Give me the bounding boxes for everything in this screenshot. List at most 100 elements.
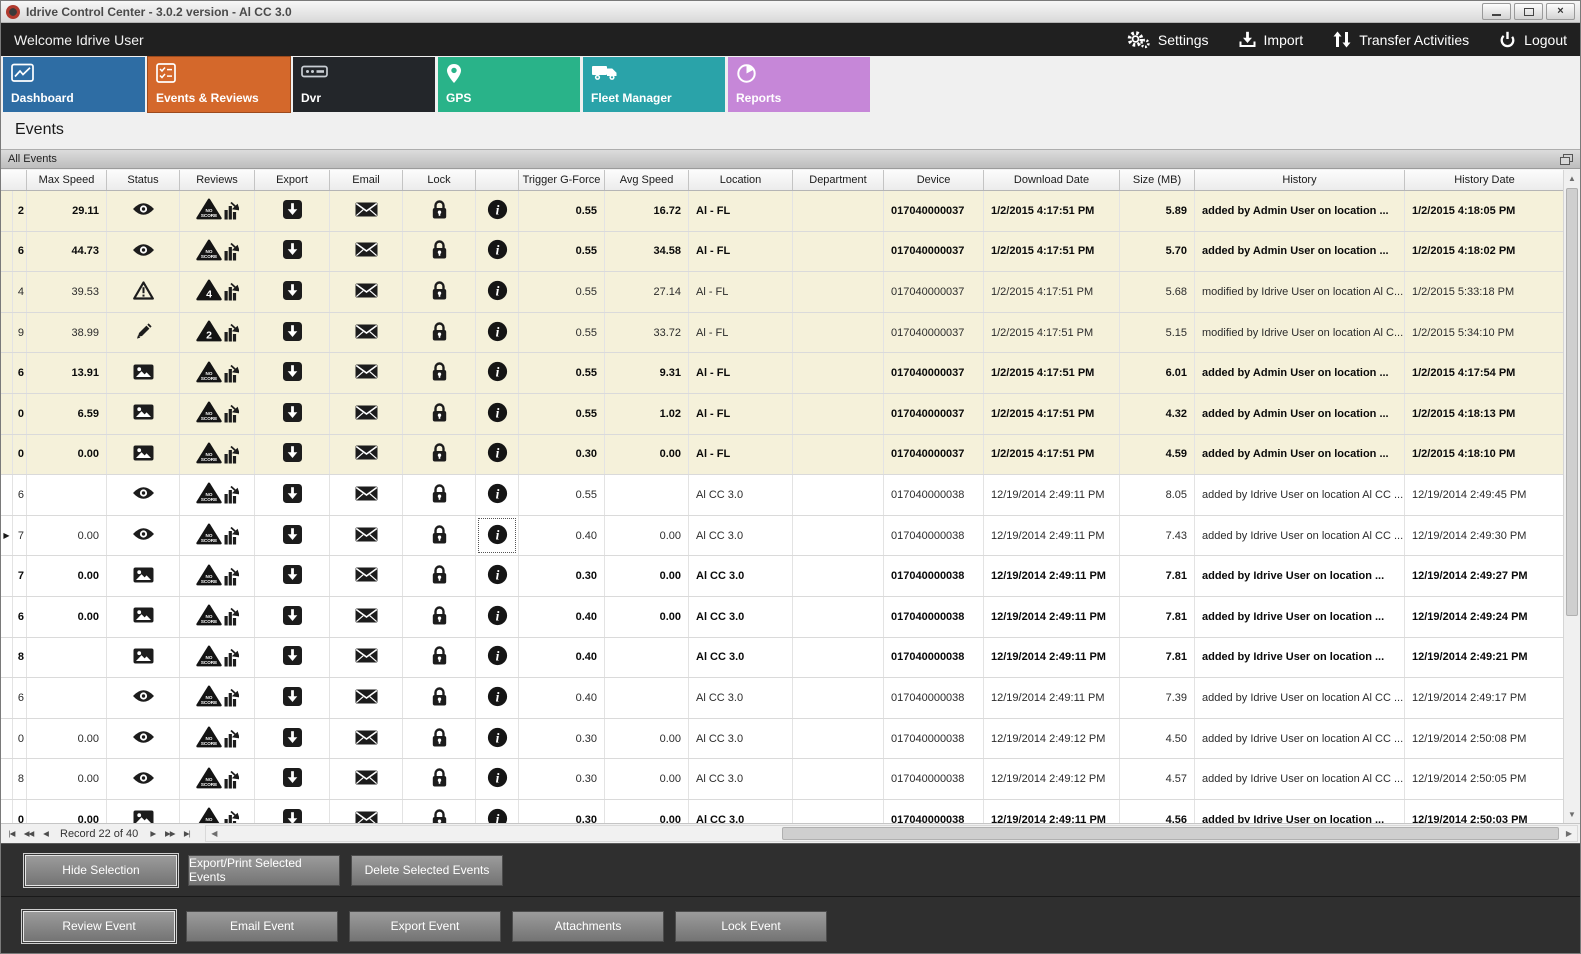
image-icon[interactable] <box>133 648 154 667</box>
lock-icon[interactable] <box>431 239 448 263</box>
score-chart-icon[interactable] <box>224 242 240 264</box>
table-row[interactable]: 0 6.59 NO SCORE i 0.55 1.02 Al - FL 017040000037… <box>1 393 1565 435</box>
cell-history-date[interactable]: 12/19/2014 2:49:27 PM <box>1405 556 1565 596</box>
score-chart-icon[interactable] <box>224 567 240 589</box>
close-button[interactable]: × <box>1546 3 1575 20</box>
cell-email[interactable] <box>330 718 403 759</box>
export-icon[interactable] <box>282 727 303 751</box>
lock-icon[interactable] <box>431 808 448 823</box>
cell-device[interactable]: 017040000037 <box>884 353 984 393</box>
cell-email[interactable] <box>330 596 403 637</box>
cell-department[interactable] <box>793 596 884 637</box>
cell-info[interactable]: i <box>476 312 519 353</box>
tab-fleet-manager[interactable]: Fleet Manager <box>583 57 725 112</box>
cell-department[interactable] <box>793 231 884 272</box>
cell-email[interactable] <box>330 759 403 799</box>
cell-location[interactable]: Al CC 3.0 <box>689 759 793 799</box>
email-icon[interactable] <box>355 486 378 504</box>
table-row[interactable]: 8 NO SCORE i 0.40 Al CC 3.0 017040000038 12/19/… <box>1 637 1565 679</box>
email-icon[interactable] <box>355 364 378 382</box>
vertical-scroll-thumb[interactable] <box>1566 188 1578 616</box>
table-row[interactable]: 9 38.99 2 i 0.55 33.72 Al - FL 017040000037 1/2/… <box>1 312 1565 354</box>
horizontal-scroll-thumb[interactable] <box>781 827 1559 840</box>
info-icon[interactable]: i <box>487 524 508 548</box>
logout-button[interactable]: Logout <box>1499 31 1567 48</box>
cell-trigger-g-force[interactable]: 0.55 <box>519 393 605 434</box>
export-event-button[interactable]: Export Event <box>349 910 501 942</box>
cell-email[interactable] <box>330 637 403 678</box>
cell-device[interactable]: 017040000038 <box>884 515 984 556</box>
cell-download-date[interactable]: 12/19/2014 2:49:11 PM <box>984 515 1120 556</box>
cell-trigger-g-force[interactable]: 0.40 <box>519 515 605 556</box>
cell-department[interactable] <box>793 799 884 823</box>
cell-avg-speed[interactable]: 0.00 <box>605 434 689 475</box>
cell-status[interactable] <box>107 231 180 272</box>
column-header-export[interactable]: Export <box>255 170 330 190</box>
email-icon[interactable] <box>355 324 378 342</box>
scroll-right-icon[interactable]: ▶ <box>1565 829 1573 838</box>
lock-icon[interactable] <box>431 605 448 629</box>
cell-email[interactable] <box>330 434 403 475</box>
lock-icon[interactable] <box>431 686 448 710</box>
cell-lock[interactable] <box>403 191 476 231</box>
cell-history-date[interactable]: 12/19/2014 2:49:45 PM <box>1405 475 1565 515</box>
review-event-button[interactable]: Review Event <box>23 910 175 942</box>
cell-max-speed[interactable]: 0.00 <box>27 759 107 799</box>
cell-lock[interactable] <box>403 799 476 823</box>
cell-info[interactable]: i <box>476 231 519 272</box>
cell-location[interactable]: Al CC 3.0 <box>689 799 793 823</box>
cell-lock[interactable] <box>403 393 476 434</box>
score-chart-icon[interactable] <box>224 201 240 223</box>
column-header-max-speed[interactable]: Max Speed <box>27 170 107 190</box>
export-icon[interactable] <box>282 767 303 791</box>
score-chart-icon[interactable] <box>224 607 240 629</box>
table-row[interactable]: 0 0.00 NO SCORE i 0.30 0.00 Al - FL 017040000037… <box>1 434 1565 476</box>
info-icon[interactable]: i <box>487 442 508 466</box>
export-icon[interactable] <box>282 321 303 345</box>
cell-info[interactable]: i <box>476 637 519 678</box>
cell-email[interactable] <box>330 678 403 718</box>
cell-download-date[interactable]: 12/19/2014 2:49:11 PM <box>984 678 1120 718</box>
cell-max-speed[interactable] <box>27 678 107 718</box>
cell-download-date[interactable]: 12/19/2014 2:49:11 PM <box>984 596 1120 637</box>
table-row[interactable]: 6 0.00 NO SCORE i 0.40 0.00 Al CC 3.0 0170400000… <box>1 596 1565 638</box>
transfer-activities-button[interactable]: Transfer Activities <box>1333 31 1469 48</box>
cell-email[interactable] <box>330 515 403 556</box>
cell-trigger-g-force[interactable]: 0.30 <box>519 799 605 823</box>
cell-size-mb[interactable]: 4.57 <box>1120 759 1195 799</box>
cell-max-speed[interactable]: 6.59 <box>27 393 107 434</box>
cell-lock[interactable] <box>403 231 476 272</box>
export-icon[interactable] <box>282 402 303 426</box>
review-score-icon[interactable]: 2 <box>195 320 222 345</box>
image-icon[interactable] <box>133 607 154 626</box>
cell-history-date[interactable]: 1/2/2015 5:34:10 PM <box>1405 312 1565 353</box>
image-icon[interactable] <box>133 445 154 464</box>
cell-info[interactable]: i <box>476 272 519 312</box>
cell-max-speed[interactable]: 39.53 <box>27 272 107 312</box>
cell-trigger-g-force[interactable]: 0.30 <box>519 718 605 759</box>
email-icon[interactable] <box>355 648 378 666</box>
cell-lock[interactable] <box>403 718 476 759</box>
hide-selection-button[interactable]: Hide Selection <box>25 854 177 886</box>
lock-icon[interactable] <box>431 280 448 304</box>
cell-download-date[interactable]: 1/2/2015 4:17:51 PM <box>984 272 1120 312</box>
cell-max-speed[interactable]: 0.00 <box>27 556 107 596</box>
email-icon[interactable] <box>355 689 378 707</box>
cell-department[interactable] <box>793 718 884 759</box>
cell-email[interactable] <box>330 312 403 353</box>
cell-department[interactable] <box>793 475 884 515</box>
cell-email[interactable] <box>330 191 403 231</box>
export-icon[interactable] <box>282 361 303 385</box>
scroll-down-icon[interactable]: ▼ <box>1568 810 1576 819</box>
cell-size-mb[interactable]: 7.39 <box>1120 678 1195 718</box>
eye-icon[interactable] <box>132 527 155 544</box>
eye-icon[interactable] <box>132 202 155 219</box>
cell-max-speed[interactable]: 29.11 <box>27 191 107 231</box>
